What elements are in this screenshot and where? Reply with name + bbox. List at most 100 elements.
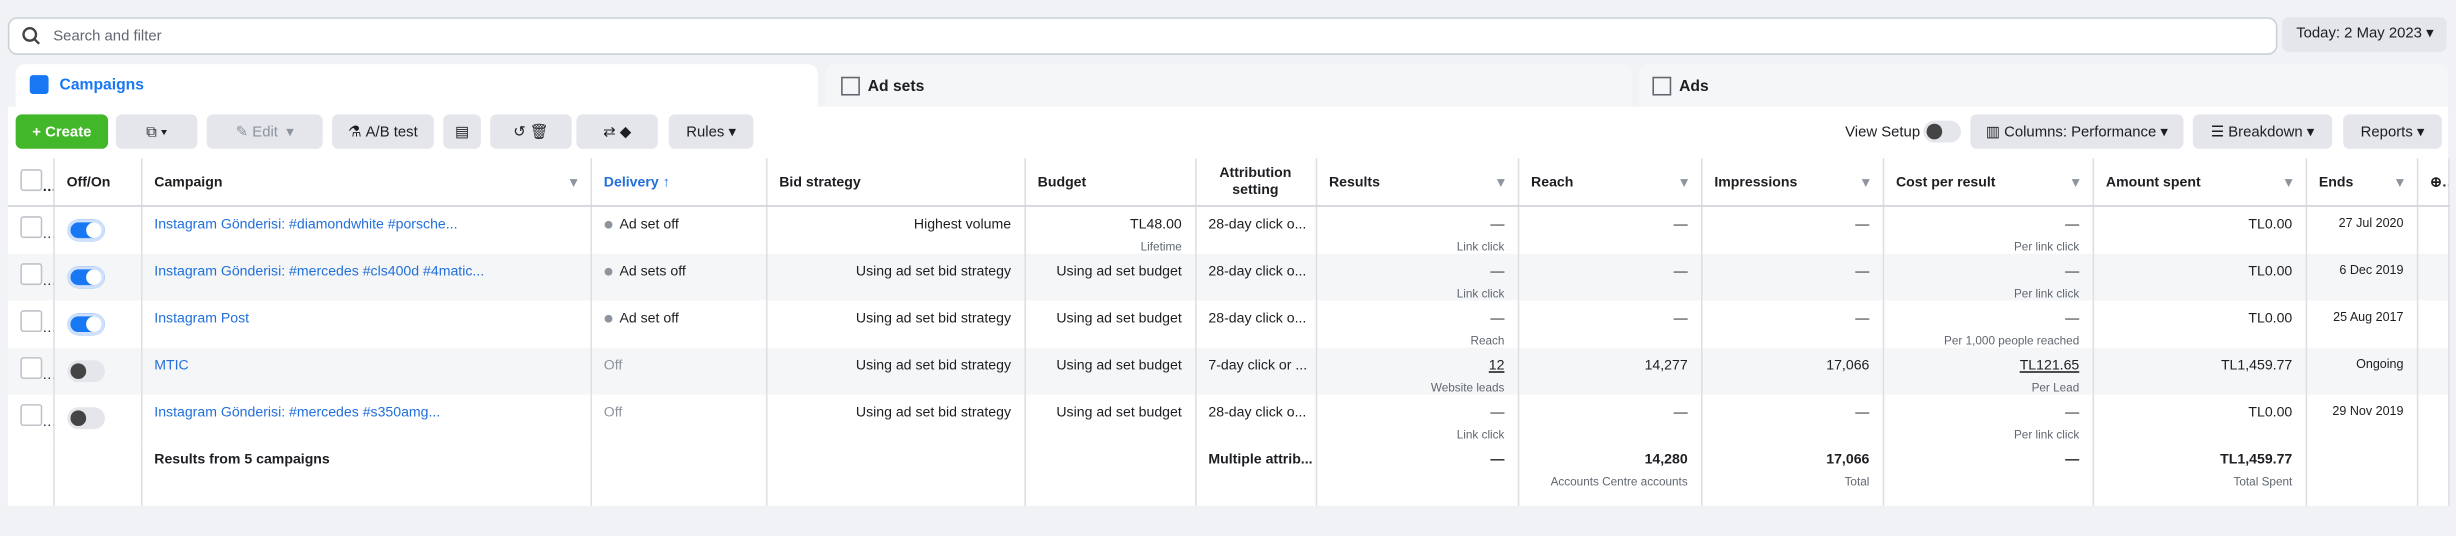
row-select[interactable] (7, 205, 55, 254)
results-note: Link click (1456, 239, 1505, 254)
impressions-cell: — (1701, 253, 1884, 301)
column-header[interactable]: Delivery ↑ (590, 158, 767, 207)
delivery-text: Off (603, 357, 623, 373)
column-label: Results (1329, 173, 1380, 189)
create-button[interactable]: + Create (15, 114, 109, 149)
campaign-value[interactable]: Instagram Post (154, 310, 250, 326)
campaign-cell: MTIC (140, 347, 592, 395)
ab-test-button[interactable]: ⚗ A/B test (332, 114, 434, 149)
budget-note: Lifetime (1140, 239, 1182, 254)
column-header[interactable]: Campaign ▾ (140, 158, 592, 207)
blank-cell (7, 441, 55, 506)
column-header[interactable]: Reach ▾ (1517, 158, 1702, 207)
row-select[interactable] (7, 253, 55, 301)
column-header[interactable]: Budget (1024, 158, 1196, 207)
budget-cell: Using ad set budget (1024, 300, 1196, 348)
campaign-value[interactable]: MTIC (154, 357, 189, 373)
row-select[interactable] (7, 347, 55, 395)
column-header[interactable]: Off/On (53, 158, 142, 207)
toggle-cell (53, 347, 142, 395)
impressions-value: — (1855, 310, 1870, 326)
delivery-text: Ad set off (619, 310, 679, 326)
impressions-total: 17,066 (1826, 451, 1870, 467)
tab-adsets[interactable]: Ad sets (825, 64, 1633, 109)
column-header[interactable]: Bid strategy (765, 158, 1026, 207)
preview-tag-button[interactable]: ⇄ ◆ (576, 114, 658, 149)
toggle[interactable] (66, 266, 105, 289)
tab-campaigns[interactable]: Campaigns (15, 64, 818, 112)
undo-delete-button[interactable]: ↺ 🗑 (490, 114, 572, 149)
sort-caret: ▾ (2285, 173, 2293, 189)
results-value: — (1490, 263, 1505, 279)
reports-button[interactable]: Reports ▾ (2343, 114, 2442, 149)
budget-value: Using ad set budget (1056, 263, 1182, 279)
spent-value: TL0.00 (2248, 310, 2293, 326)
reach-cell: — (1517, 253, 1702, 301)
reach-footer-cell: 14,280 Accounts Centre accounts (1517, 441, 1702, 506)
bid-footer-cell (765, 441, 1026, 506)
column-header[interactable]: Attribution setting (1195, 158, 1317, 207)
cost-note: Per link click (2013, 286, 2080, 301)
cost-value: — (2065, 263, 2080, 279)
ends-cell: 27 Jul 2020 (2305, 205, 2418, 254)
toggle[interactable] (66, 360, 105, 383)
add-column[interactable]: ⊕ (2416, 158, 2449, 207)
reach-value: — (1673, 310, 1688, 326)
reach-cell: — (1517, 205, 1702, 254)
view-setup-toggle[interactable] (1923, 120, 1962, 143)
reach-value: 14,277 (1644, 357, 1688, 373)
results-value[interactable]: 12 (1488, 357, 1505, 373)
campaign-value[interactable]: Instagram Gönderisi: #diamondwhite #pors… (154, 216, 458, 232)
toggle[interactable] (66, 219, 105, 242)
ends-cell: 6 Dec 2019 (2305, 253, 2418, 301)
column-header[interactable]: Amount spent ▾ (2092, 158, 2307, 207)
budget-cell: Using ad set budget (1024, 253, 1196, 301)
attribution-cell: 28-day click o... (1195, 205, 1317, 254)
blank-cell (2416, 394, 2449, 442)
impressions-footer-cell: 17,066 Total (1701, 441, 1884, 506)
date-picker[interactable]: Today: 2 May 2023 ▾ (2282, 17, 2447, 52)
cost-value: — (2065, 310, 2080, 326)
status-dot (603, 267, 612, 276)
view-setup-label: View Setup (1845, 123, 1921, 141)
campaign-value[interactable]: Instagram Gönderisi: #mercedes #s350amg.… (154, 404, 441, 420)
edit-button[interactable]: ✎ Edit ▾ (206, 114, 323, 149)
spent-cell: TL0.00 (2092, 253, 2307, 301)
cost-cell: — Per link click (1882, 394, 2094, 442)
reports-label: Reports (2360, 122, 2413, 141)
column-header[interactable]: Cost per result ▾ (1882, 158, 2094, 207)
column-label: Ends (2318, 173, 2354, 189)
delivery-cell: Ad set off (590, 300, 767, 348)
row-select[interactable] (7, 300, 55, 348)
results-note: Link click (1456, 427, 1505, 442)
cost-note: Per 1,000 people reached (1944, 333, 2080, 348)
breakdown-button[interactable]: ☰ Breakdown ▾ (2192, 114, 2333, 149)
attribution-footer-cell: Multiple attrib... (1195, 441, 1317, 506)
campaign-row: MTIC Off Using ad set bid strategy Using ad… (7, 347, 2449, 395)
ends-value: 27 Jul 2020 (2338, 216, 2404, 231)
toggle[interactable] (66, 313, 105, 336)
impressions-value: — (1855, 263, 1870, 279)
column-header[interactable]: Results ▾ (1315, 158, 1519, 207)
cost-total: — (2065, 451, 2080, 467)
blank-cell (2416, 253, 2449, 301)
row-select[interactable] (7, 394, 55, 442)
duplicate-button[interactable]: ⧉ ▾ (115, 114, 198, 149)
column-header[interactable]: Impressions ▾ (1701, 158, 1884, 207)
rules-button[interactable]: Rules ▾ (668, 114, 754, 149)
column-header[interactable]: Ends ▾ (2305, 158, 2418, 207)
search-bar[interactable]: Search and filter (7, 17, 2278, 55)
cost-value[interactable]: TL121.65 (2019, 357, 2080, 373)
toggle[interactable] (66, 407, 105, 430)
campaign-cell: Instagram Gönderisi: #mercedes #cls400d … (140, 253, 592, 301)
columns-button[interactable]: ▥ Columns: Performance ▾ (1970, 114, 2184, 149)
ends-value: Ongoing (2356, 357, 2404, 372)
campaign-footer-cell: Results from 5 campaigns (140, 441, 592, 506)
ends-value: 25 Aug 2017 (2333, 310, 2404, 325)
tab-ads[interactable]: Ads (1638, 64, 2449, 109)
reach-value: — (1673, 404, 1688, 420)
spent-footer-cell: TL1,459.77 Total Spent (2092, 441, 2307, 506)
archive-button[interactable]: ▤ (443, 114, 481, 149)
campaign-value[interactable]: Instagram Gönderisi: #mercedes #cls400d … (154, 263, 485, 279)
breakdown-label: Breakdown (2228, 122, 2303, 141)
